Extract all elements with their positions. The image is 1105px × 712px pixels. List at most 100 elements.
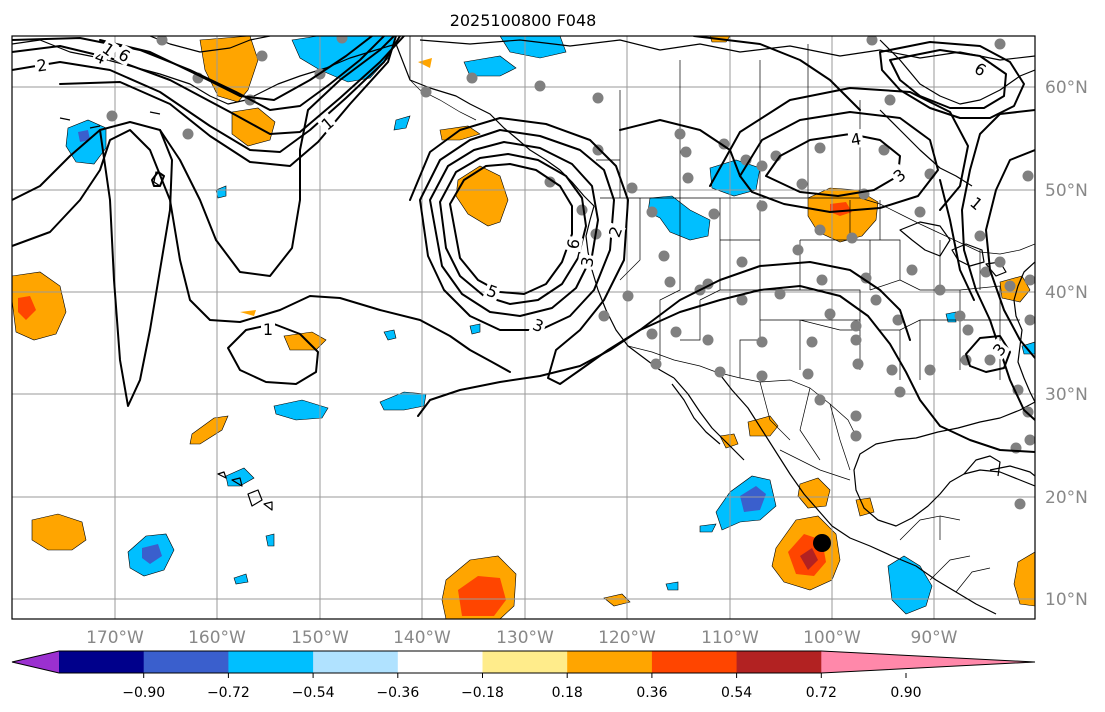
station-dot bbox=[934, 284, 946, 296]
contour-line bbox=[99, 36, 373, 101]
station-dot bbox=[924, 364, 936, 376]
latitude-tick-label: 10°N bbox=[1045, 590, 1088, 610]
negative-anomaly-core bbox=[78, 130, 90, 142]
station-dot bbox=[870, 294, 882, 306]
colorbar-tick-label: −0.36 bbox=[376, 685, 419, 701]
contour-label-text: 4 bbox=[849, 129, 862, 149]
hudson-bay-coast bbox=[879, 39, 1035, 187]
station-dot bbox=[576, 204, 588, 216]
contour-label: 4 bbox=[847, 128, 865, 150]
station-dot bbox=[658, 250, 670, 262]
longitude-tick-label: 90°W bbox=[911, 628, 958, 648]
longitude-tick-label: 130°W bbox=[496, 628, 554, 648]
yucatan bbox=[963, 455, 1001, 477]
station-dot bbox=[714, 366, 726, 378]
positive-anomaly-peak bbox=[800, 548, 818, 570]
contour-line bbox=[449, 163, 573, 295]
negative-anomaly-region bbox=[233, 573, 249, 585]
contour-label: 1 bbox=[261, 320, 275, 339]
station-dot bbox=[664, 276, 676, 288]
station-dot bbox=[816, 274, 828, 286]
station-dot bbox=[466, 72, 478, 84]
station-dot bbox=[1014, 498, 1026, 510]
longitude-tick-label: 150°W bbox=[291, 628, 349, 648]
station-dot bbox=[646, 328, 658, 340]
latitude-tick-label: 50°N bbox=[1045, 181, 1088, 201]
negative-anomaly-core bbox=[740, 486, 766, 512]
station-dot bbox=[592, 144, 604, 156]
positive-anomaly-region bbox=[719, 433, 739, 449]
alaska-coast bbox=[12, 39, 595, 207]
station-dot bbox=[756, 200, 768, 212]
contour-label: 3 bbox=[528, 314, 548, 336]
station-dot bbox=[814, 224, 826, 236]
longitude-tick-labels: 170°W 160°W 150°W 140°W 130°W 120°W 110°W 100°W… bbox=[86, 628, 958, 648]
contour-line bbox=[12, 36, 401, 153]
negative-anomaly-region bbox=[469, 323, 481, 335]
colorbar-tick-label: −0.54 bbox=[292, 685, 335, 701]
station-dot bbox=[680, 146, 692, 158]
contour-label-text: 3 bbox=[577, 255, 597, 268]
hawaii-islands bbox=[217, 471, 273, 511]
colorbar-tick-label: 0.18 bbox=[552, 685, 583, 701]
map-frame bbox=[11, 35, 1036, 620]
negative-anomaly-core bbox=[142, 544, 162, 564]
contour-line bbox=[765, 133, 901, 197]
station-dot bbox=[824, 308, 836, 320]
contour-line bbox=[985, 149, 1035, 359]
positive-anomaly-core bbox=[458, 576, 506, 616]
station-dot bbox=[792, 244, 804, 256]
positive-anomaly-region bbox=[31, 513, 87, 551]
station-dot bbox=[1024, 434, 1035, 446]
positive-anomaly-region bbox=[283, 331, 327, 351]
station-dot bbox=[756, 370, 768, 382]
longitude-tick-label: 140°W bbox=[393, 628, 451, 648]
negative-anomaly-region bbox=[265, 533, 275, 547]
baja-california bbox=[671, 377, 745, 461]
colorbar-segment bbox=[651, 651, 738, 673]
station-dot bbox=[980, 266, 992, 278]
colorbar-segment bbox=[59, 651, 145, 673]
central-america-lines bbox=[929, 555, 991, 593]
station-dot bbox=[994, 38, 1006, 50]
contour-line bbox=[693, 36, 861, 111]
station-dot bbox=[598, 310, 610, 322]
positive-anomaly-region bbox=[1013, 551, 1035, 607]
longitude-tick-label: 170°W bbox=[86, 628, 144, 648]
aleutian-islands bbox=[59, 111, 165, 187]
graticule bbox=[12, 36, 1035, 619]
contour-line bbox=[709, 87, 969, 211]
positive-anomaly-region bbox=[855, 497, 875, 517]
station-dot bbox=[892, 314, 904, 326]
station-dot bbox=[674, 128, 686, 140]
contour-line bbox=[417, 285, 1035, 453]
gulf-of-mexico-coast bbox=[853, 401, 1035, 527]
latitude-tick-labels: 60°N 50°N 40°N 30°N 20°N 10°N bbox=[1045, 78, 1088, 610]
contour-label-text: 1 bbox=[263, 320, 273, 339]
negative-anomaly-region bbox=[393, 115, 411, 131]
colorbar-segment bbox=[228, 651, 314, 673]
station-dot bbox=[884, 94, 896, 106]
station-dot bbox=[878, 144, 890, 156]
negative-anomaly-region bbox=[225, 467, 255, 487]
map-background bbox=[12, 36, 1035, 619]
station-dot bbox=[756, 160, 768, 172]
colorbar-segment bbox=[143, 651, 229, 673]
positive-anomaly-region bbox=[455, 165, 509, 227]
latitude-tick-label: 20°N bbox=[1045, 488, 1088, 508]
colorbar-segment bbox=[482, 651, 568, 673]
us-mexico-border bbox=[627, 345, 859, 441]
contour-line bbox=[12, 36, 395, 277]
contour-label: 5 bbox=[482, 280, 502, 302]
positive-anomaly-region bbox=[747, 415, 779, 437]
contour-line bbox=[619, 119, 741, 177]
station-dot bbox=[544, 176, 556, 188]
contour-label: 6 bbox=[562, 235, 584, 253]
longitude-tick-label: 100°W bbox=[803, 628, 861, 648]
station-dot bbox=[814, 142, 826, 154]
colorbar-extend-min bbox=[12, 651, 59, 673]
positive-anomaly-region bbox=[189, 415, 229, 445]
contour-line bbox=[429, 141, 599, 317]
contour-label-text: 2 bbox=[36, 55, 49, 75]
